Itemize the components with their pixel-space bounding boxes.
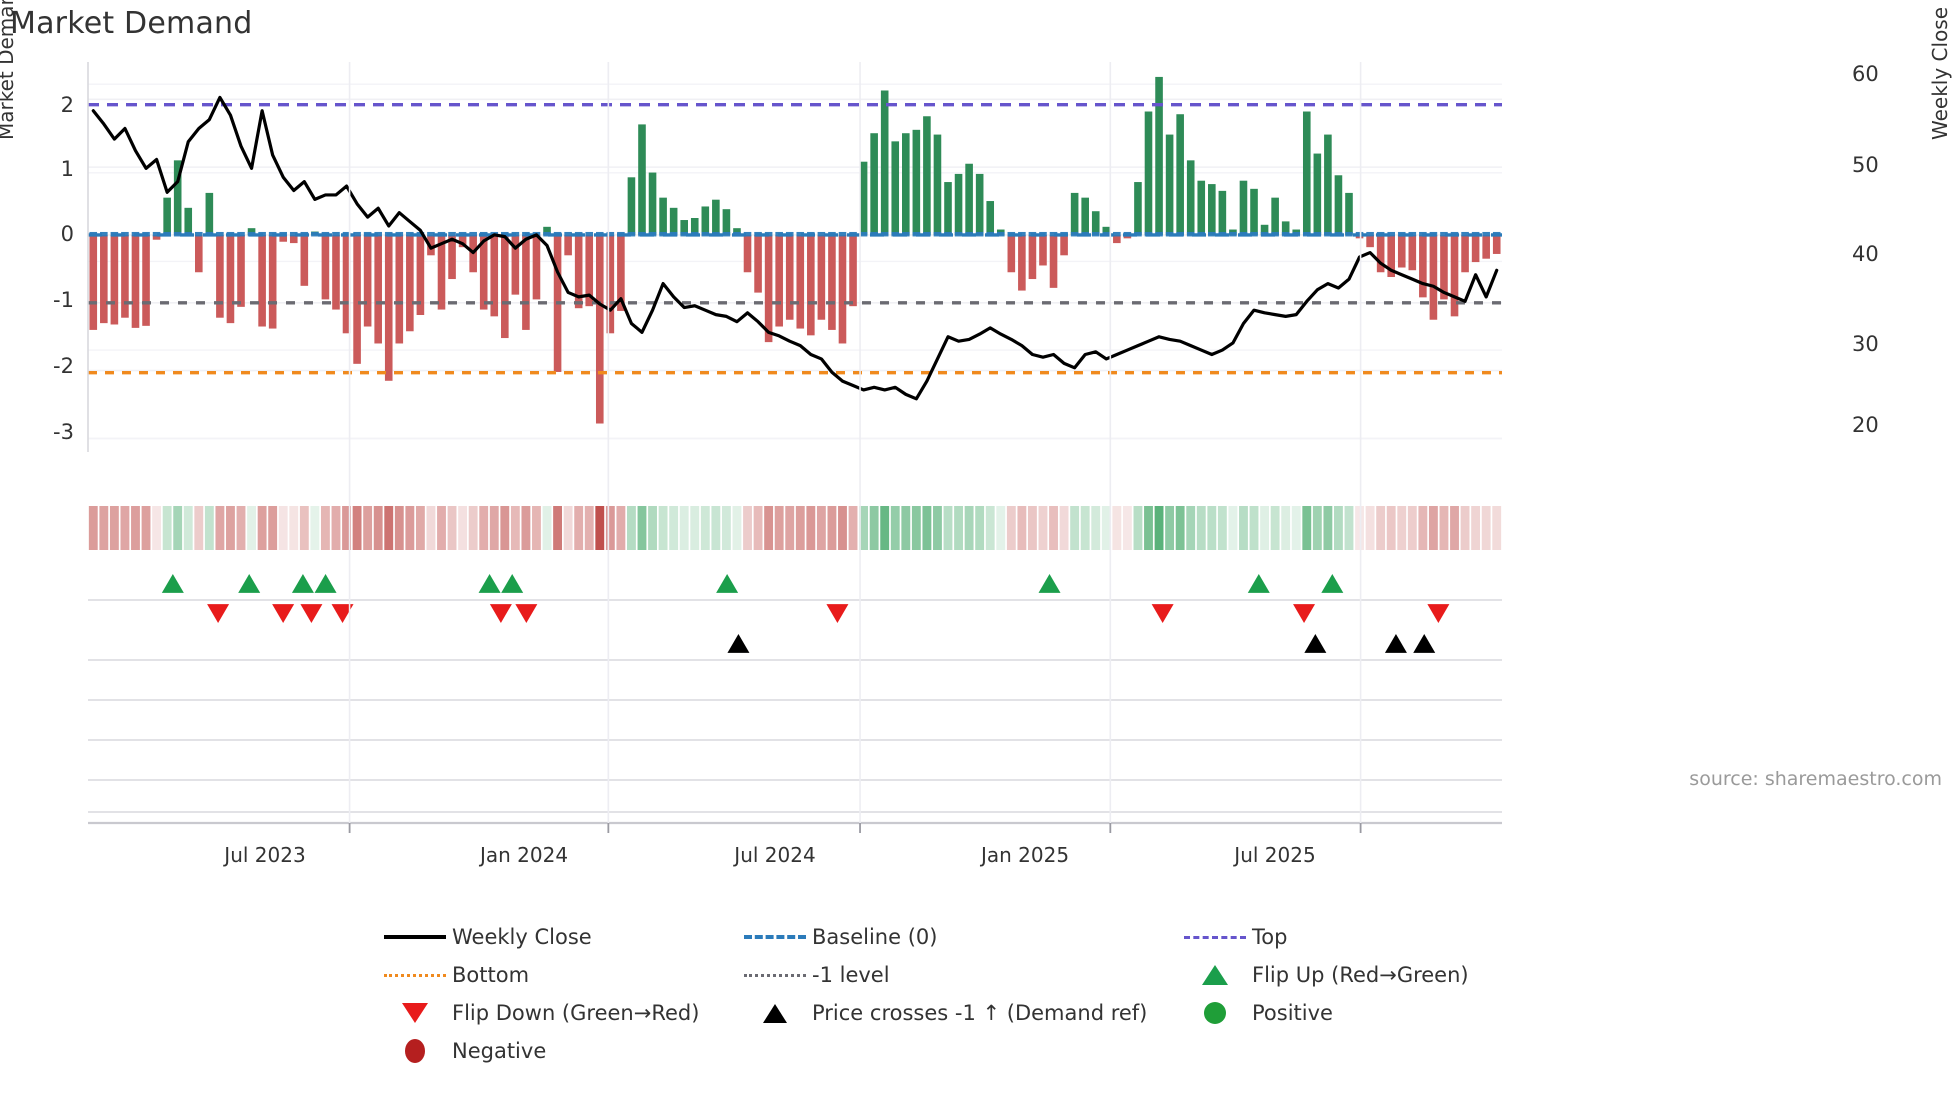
legend-label: Top: [1252, 925, 1288, 949]
legend-item-weekly-close[interactable]: Weekly Close: [378, 918, 738, 956]
legend-label: Baseline (0): [812, 925, 938, 949]
minus-one-dash-icon: [738, 962, 812, 988]
legend-label: Price crosses -1 ↑ (Demand ref): [812, 1001, 1148, 1025]
legend-item-negative[interactable]: Negative: [378, 1032, 738, 1070]
y-tick-left-3: -1: [53, 288, 74, 312]
legend-label: Bottom: [452, 963, 530, 987]
legend-label: Positive: [1252, 1001, 1333, 1025]
demand-heat-strip: [88, 506, 1502, 550]
legend-item-price-cross[interactable]: Price crosses -1 ↑ (Demand ref): [738, 994, 1178, 1032]
y-tick-left-2: 0: [60, 222, 74, 246]
x-tick-1: Jan 2024: [479, 843, 569, 867]
gridlines: [88, 83, 1502, 440]
legend-label: Flip Down (Green→Red): [452, 1001, 700, 1025]
source-attribution: source: sharemaestro.com: [1689, 768, 1942, 790]
legend-item-positive[interactable]: Positive: [1178, 994, 1558, 1032]
weekly-close-line-icon: [378, 924, 452, 950]
legend-label: Weekly Close: [452, 925, 592, 949]
y-tick-left-0: 2: [60, 93, 74, 117]
y-tick-left-4: -2: [53, 354, 74, 378]
x-tick-3: Jan 2025: [980, 843, 1070, 867]
legend-label: Negative: [452, 1039, 547, 1063]
triangle-up-black-icon: [738, 1000, 812, 1026]
x-tick-0: Jul 2023: [224, 843, 306, 867]
bottom-dash-icon: [378, 962, 452, 988]
weekly-close-line: [91, 95, 1499, 401]
legend-item-bottom[interactable]: Bottom: [378, 956, 738, 994]
y-tick-right-0: 60: [1852, 62, 1879, 86]
x-tick-4: Jul 2025: [1234, 843, 1316, 867]
legend-item-flip-down[interactable]: Flip Down (Green→Red): [378, 994, 738, 1032]
baseline-dash-icon: [738, 924, 812, 950]
reference-lines: [88, 103, 1502, 375]
y-tick-right-3: 30: [1852, 332, 1879, 356]
y-tick-right-2: 40: [1852, 242, 1879, 266]
page-title: Market Demand: [10, 6, 253, 41]
y-tick-left-1: 1: [60, 157, 74, 181]
y-tick-right-1: 50: [1852, 153, 1879, 177]
legend-label: -1 level: [812, 963, 890, 987]
legend-item-flip-up[interactable]: Flip Up (Red→Green): [1178, 956, 1558, 994]
circle-darkred-icon: [378, 1038, 452, 1064]
axis-lines: [87, 62, 1502, 833]
chart-legend: Weekly Close Baseline (0) Top Bottom -1 …: [378, 918, 1618, 1070]
triangle-down-red-icon: [378, 1000, 452, 1026]
top-dash-icon: [1178, 924, 1252, 950]
circle-green-icon: [1178, 1000, 1252, 1026]
legend-item-baseline[interactable]: Baseline (0): [738, 918, 1178, 956]
legend-item-minus-one[interactable]: -1 level: [738, 956, 1178, 994]
y-tick-left-5: -3: [53, 420, 74, 444]
demand-bars: [89, 76, 1501, 424]
legend-label: Flip Up (Red→Green): [1252, 963, 1469, 987]
market-demand-chart: [87, 62, 1502, 833]
y-tick-right-4: 20: [1852, 413, 1879, 437]
triangle-up-green-icon: [1178, 962, 1252, 988]
flip-markers: [88, 574, 1502, 813]
x-tick-2: Jul 2024: [734, 843, 816, 867]
legend-item-top[interactable]: Top: [1178, 918, 1558, 956]
